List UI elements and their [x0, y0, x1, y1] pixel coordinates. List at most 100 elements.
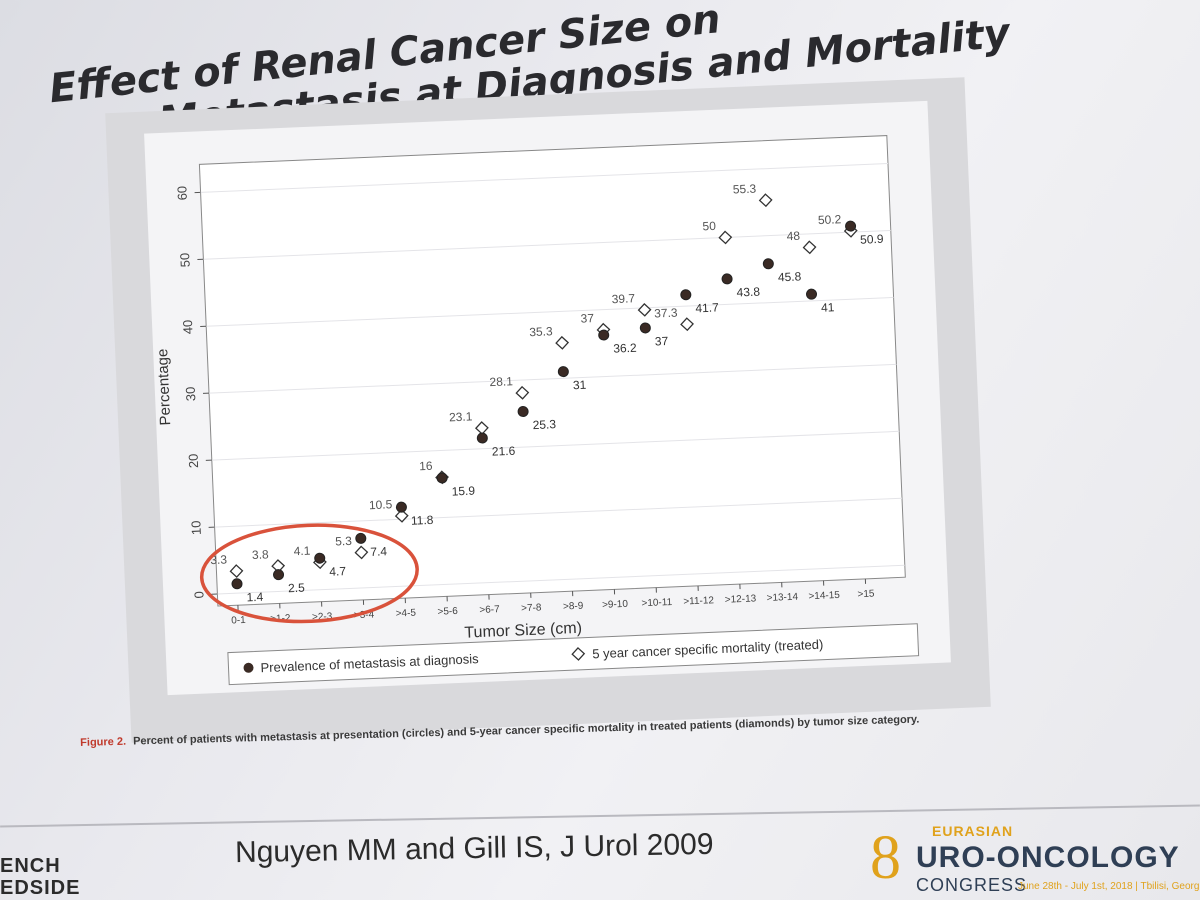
diamond-data-label: 39.7: [611, 291, 635, 306]
circle-data-label: 43.8: [736, 285, 760, 300]
citation: Nguyen MM and Gill IS, J Urol 2009: [234, 827, 714, 870]
x-tick-label: >10-11: [641, 597, 673, 609]
diamond-data-label: 5.3: [335, 534, 353, 549]
x-tick-label: >13-14: [766, 592, 798, 604]
circle-data-label: 25.3: [532, 417, 556, 432]
diamond-point: [515, 385, 530, 400]
diamond-point: [555, 335, 570, 350]
congress-main-label: URO-ONCOLOGY: [916, 841, 1180, 874]
x-tick-label: >8-9: [563, 601, 584, 613]
circle-data-label: 21.6: [492, 444, 516, 459]
legend-diamond-marker: [571, 647, 586, 661]
circle-point: [557, 366, 569, 378]
diamond-data-label: 37: [580, 311, 594, 326]
diamond-data-label: 35.3: [529, 324, 553, 339]
x-tick-label: >1-2: [270, 613, 291, 625]
diamond-data-label: 3.8: [252, 547, 270, 562]
x-tick-label: >7-8: [521, 602, 542, 614]
diamond-point: [718, 230, 733, 245]
diamond-data-label: 50: [702, 219, 716, 234]
diamond-data-label: 37.3: [654, 306, 678, 321]
diamond-point: [354, 545, 369, 560]
circle-point: [517, 406, 529, 418]
side-logo-line1: ENCH: [0, 855, 61, 877]
x-tick-label: >4-5: [395, 608, 416, 620]
x-tick-label: >9-10: [602, 599, 629, 611]
circle-point: [395, 501, 407, 513]
y-tick-label: 50: [177, 253, 193, 268]
x-tick-label: >3-4: [354, 609, 375, 621]
plot-area: [198, 135, 906, 607]
gridline: [217, 564, 905, 595]
x-tick-label: >6-7: [479, 604, 500, 616]
legend-circle-marker: [243, 662, 254, 673]
side-logo-line2: EDSIDE: [0, 877, 81, 899]
diamond-data-label: 23.1: [449, 409, 473, 424]
circle-point: [845, 220, 857, 232]
diamond-data-label: 28.1: [489, 374, 513, 389]
circle-point: [598, 329, 610, 341]
circle-data-label: 37: [655, 334, 669, 349]
circle-point: [639, 322, 651, 334]
circle-data-label: 41.7: [695, 300, 719, 315]
x-tick-label: >14-15: [808, 590, 840, 602]
circle-point: [231, 578, 243, 590]
gridline: [214, 497, 903, 528]
circle-point: [273, 569, 285, 581]
y-tick-label: 40: [180, 319, 196, 334]
x-axis-label: Tumor Size (cm): [464, 620, 582, 642]
congress-number: 8: [870, 824, 901, 892]
congress-logo: 8 EURASIAN URO-ONCOLOGY CONGRESS June 28…: [870, 815, 1200, 900]
diamond-point: [229, 564, 244, 578]
gridline: [208, 363, 897, 394]
diamond-data-label: 16: [419, 459, 433, 474]
x-tick-label: >2-3: [312, 611, 333, 623]
y-tick-label: 60: [174, 186, 190, 201]
scatter-chart: 0 10 20 30 40 50 60 Percentage 0-1 >1-2 >2-3 >3-4 >4…: [144, 100, 951, 696]
circle-point: [721, 273, 733, 285]
circle-point: [314, 552, 326, 564]
circle-data-label: 7.4: [370, 544, 388, 559]
x-tick-label: >15: [857, 588, 875, 600]
circle-data-label: 4.7: [329, 564, 347, 579]
circle-data-label: 36.2: [613, 341, 637, 356]
congress-small-label: EURASIAN: [932, 823, 1014, 839]
caption-figure-label: Figure 2.: [80, 735, 127, 749]
diamond-point: [394, 508, 409, 523]
y-axis-label: Percentage: [154, 348, 174, 425]
x-tick-label: >5-6: [437, 606, 458, 618]
y-tick-label: 20: [186, 453, 202, 468]
x-tick-label: >12-13: [725, 593, 757, 605]
diamond-point: [758, 193, 773, 208]
diamond-point: [637, 302, 652, 317]
side-logo: ENCH EDSIDE: [0, 855, 90, 899]
circle-point: [762, 258, 774, 270]
diamond-point: [680, 317, 694, 332]
circle-point: [476, 432, 488, 444]
circle-data-label: 31: [573, 378, 587, 393]
gridline: [200, 163, 888, 193]
highlight-ellipse: [199, 523, 419, 624]
diamond-data-label: 4.1: [293, 544, 311, 559]
gridline: [203, 229, 891, 260]
y-tick-label: 10: [188, 520, 204, 535]
circle-data-label: 15.9: [451, 484, 475, 499]
circle-data-label: 50.9: [860, 232, 884, 247]
x-tick-label: 0-1: [231, 615, 246, 627]
circle-data-label: 45.8: [778, 269, 802, 284]
gridline: [206, 296, 894, 327]
congress-dates: June 28th - July 1st, 2018 | Tbilisi, Ge…: [1018, 881, 1200, 892]
circle-data-label: 11.8: [411, 513, 434, 528]
x-tick-label: >11-12: [683, 595, 715, 607]
gridline: [211, 430, 900, 461]
congress-sub-label: CONGRESS: [916, 875, 1028, 895]
circle-data-label: 2.5: [288, 581, 306, 596]
circle-point: [806, 288, 818, 300]
circle-point: [680, 289, 692, 301]
diamond-data-label: 55.3: [733, 182, 757, 197]
figure-panel: 0 10 20 30 40 50 60 Percentage 0-1 >1-2 >2-3 >3-4 >4…: [105, 77, 991, 743]
diamond-point: [802, 240, 817, 255]
diamond-data-label: 10.5: [369, 497, 393, 512]
circle-point: [436, 472, 448, 484]
circle-data-label: 1.4: [246, 590, 264, 605]
